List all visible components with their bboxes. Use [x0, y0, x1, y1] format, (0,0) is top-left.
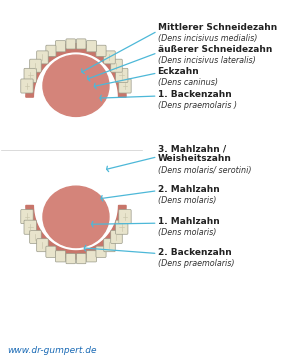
FancyBboxPatch shape [56, 41, 66, 52]
FancyBboxPatch shape [37, 239, 48, 252]
FancyBboxPatch shape [21, 79, 33, 93]
FancyBboxPatch shape [76, 254, 86, 264]
FancyBboxPatch shape [86, 251, 97, 262]
FancyBboxPatch shape [96, 246, 106, 257]
Ellipse shape [43, 55, 109, 116]
Text: (Dens molaris): (Dens molaris) [158, 196, 216, 205]
Text: (Dens molaris/ serotini): (Dens molaris/ serotini) [158, 166, 251, 175]
Text: äußerer Schneidezahn: äußerer Schneidezahn [158, 46, 272, 55]
FancyBboxPatch shape [30, 59, 41, 72]
FancyBboxPatch shape [24, 68, 36, 82]
FancyBboxPatch shape [86, 41, 97, 52]
Text: (Dens caninus): (Dens caninus) [158, 78, 218, 87]
FancyBboxPatch shape [46, 246, 56, 257]
FancyBboxPatch shape [56, 251, 66, 262]
Text: 3. Mahlzahn /
Weisheitszahn: 3. Mahlzahn / Weisheitszahn [158, 144, 232, 163]
FancyBboxPatch shape [96, 45, 106, 56]
Text: 2. Backenzahn: 2. Backenzahn [158, 248, 231, 257]
Text: www.dr-gumpert.de: www.dr-gumpert.de [7, 346, 97, 355]
Polygon shape [26, 206, 126, 259]
Text: (Dens praemolaris): (Dens praemolaris) [158, 258, 234, 268]
FancyBboxPatch shape [76, 39, 86, 49]
FancyBboxPatch shape [116, 68, 128, 82]
FancyBboxPatch shape [111, 230, 122, 244]
Text: Eckzahn: Eckzahn [158, 67, 199, 76]
Text: 1. Backenzahn: 1. Backenzahn [158, 90, 231, 99]
FancyBboxPatch shape [116, 220, 128, 234]
FancyBboxPatch shape [46, 45, 56, 56]
Text: (Dens praemolaris ): (Dens praemolaris ) [158, 101, 237, 110]
Ellipse shape [43, 186, 109, 248]
Text: Mittlerer Schneidezahn: Mittlerer Schneidezahn [158, 23, 277, 32]
Polygon shape [26, 44, 126, 97]
FancyBboxPatch shape [66, 39, 76, 49]
FancyBboxPatch shape [119, 79, 131, 93]
FancyBboxPatch shape [30, 230, 41, 244]
FancyBboxPatch shape [104, 239, 115, 252]
FancyBboxPatch shape [119, 210, 131, 223]
FancyBboxPatch shape [21, 210, 33, 223]
FancyBboxPatch shape [111, 59, 122, 72]
FancyBboxPatch shape [37, 51, 48, 64]
Text: 1. Mahlzahn: 1. Mahlzahn [158, 217, 219, 226]
Text: (Dens incisivus lateralis): (Dens incisivus lateralis) [158, 56, 255, 65]
Text: (Dens incisivus medialis): (Dens incisivus medialis) [158, 34, 257, 43]
FancyBboxPatch shape [104, 51, 115, 64]
Text: (Dens molaris): (Dens molaris) [158, 228, 216, 237]
FancyBboxPatch shape [24, 220, 36, 234]
Text: 2. Mahlzahn: 2. Mahlzahn [158, 185, 219, 194]
FancyBboxPatch shape [66, 254, 76, 264]
